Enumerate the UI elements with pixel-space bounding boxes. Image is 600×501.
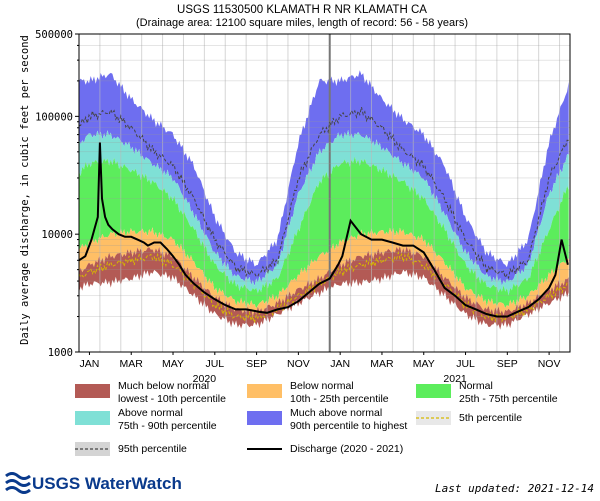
usgs-wave-icon <box>5 472 31 494</box>
legend-swatch <box>75 411 110 425</box>
x-tick-label: MAR <box>120 358 144 370</box>
legend-label: 95th percentile <box>118 443 187 455</box>
legend-sublabel: 90th percentile to highest <box>290 420 407 432</box>
chart-title: USGS 11530500 KLAMATH R NR KLAMATH CA <box>177 4 427 16</box>
x-tick-label: JAN <box>330 358 350 370</box>
x-tick-label: NOV <box>538 358 561 370</box>
legend-label: Below normal <box>290 380 354 392</box>
logo-text: USGS WaterWatch <box>32 474 182 493</box>
legend-label: Much above normal <box>290 407 382 419</box>
legend-sublabel: 75th - 90th percentile <box>118 420 217 432</box>
legend-swatch <box>416 384 451 398</box>
x-year-label: 2020 <box>193 373 217 385</box>
band-below-normal <box>79 227 569 317</box>
plot-frame <box>78 33 571 353</box>
legend-item: 5th percentile <box>416 411 522 425</box>
x-tick-label: JUL <box>205 358 224 370</box>
x-tick-label: MAY <box>413 358 435 370</box>
y-tick-label: 10000 <box>41 229 73 241</box>
chart-subtitle: (Drainage area: 12100 square miles, leng… <box>136 17 468 29</box>
band-normal <box>79 156 569 309</box>
legend-item: Discharge (2020 - 2021) <box>247 443 403 455</box>
x-tick-label: JAN <box>80 358 100 370</box>
x-tick-label: SEP <box>497 358 518 370</box>
y-tick-label: 100000 <box>35 111 73 123</box>
discharge-line <box>79 142 569 318</box>
legend-label: Above normal <box>118 407 183 419</box>
y-tick-label: 1000 <box>48 347 73 359</box>
p95-line <box>79 106 569 280</box>
x-tick-label: SEP <box>246 358 267 370</box>
legend-swatch <box>247 384 282 398</box>
legend-item: 95th percentile <box>75 442 187 456</box>
x-year-label: 2021 <box>443 373 467 385</box>
legend-label: Discharge (2020 - 2021) <box>290 443 403 455</box>
x-tick-label: MAR <box>370 358 394 370</box>
band-much-below-normal <box>79 246 569 330</box>
usgs-waterwatch-logo: USGS WaterWatch <box>4 466 204 496</box>
legend-sublabel: lowest - 10th percentile <box>118 393 226 405</box>
legend-sublabel: 25th - 75th percentile <box>459 393 558 405</box>
x-tick-label: MAY <box>162 358 184 370</box>
legend-swatch <box>247 411 282 425</box>
y-axis-label: Daily average discharge, in cubic feet p… <box>19 35 31 345</box>
last-updated: Last updated: 2021-12-14 <box>435 482 594 495</box>
x-tick-label: JUL <box>456 358 475 370</box>
discharge-chart: USGS 11530500 KLAMATH R NR KLAMATH CA (D… <box>19 4 571 456</box>
legend-swatch <box>75 384 110 398</box>
legend-label: Much below normal <box>118 380 209 392</box>
legend-label: 5th percentile <box>459 412 522 424</box>
legend-sublabel: 10th - 25th percentile <box>290 393 389 405</box>
legend-label: Normal <box>459 380 493 392</box>
y-tick-label: 500000 <box>35 29 73 41</box>
x-tick-label: NOV <box>287 358 310 370</box>
